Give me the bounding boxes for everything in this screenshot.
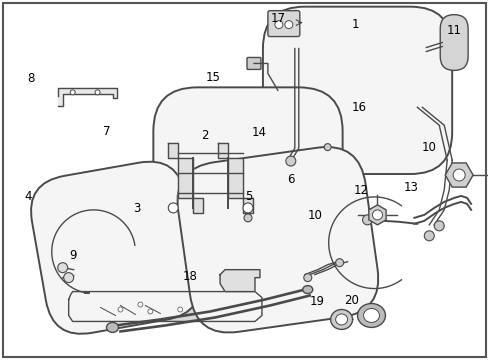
Circle shape	[178, 307, 183, 312]
Text: 18: 18	[182, 270, 197, 283]
FancyBboxPatch shape	[439, 15, 467, 71]
Circle shape	[433, 221, 443, 231]
FancyBboxPatch shape	[263, 7, 451, 174]
Text: 3: 3	[132, 202, 140, 215]
Circle shape	[168, 203, 178, 213]
Ellipse shape	[335, 314, 347, 325]
Text: 5: 5	[244, 190, 252, 203]
Text: 8: 8	[27, 72, 35, 85]
Circle shape	[70, 90, 75, 95]
Text: 10: 10	[306, 209, 322, 222]
Circle shape	[147, 309, 153, 314]
Circle shape	[452, 169, 464, 181]
Text: 9: 9	[69, 249, 77, 262]
Ellipse shape	[106, 323, 118, 332]
Polygon shape	[168, 143, 203, 213]
Polygon shape	[368, 205, 386, 225]
Text: 19: 19	[309, 296, 325, 309]
Text: 12: 12	[353, 184, 368, 197]
Polygon shape	[58, 88, 117, 106]
Circle shape	[285, 21, 292, 28]
Circle shape	[58, 263, 67, 273]
Text: 20: 20	[344, 294, 358, 307]
Circle shape	[372, 210, 382, 220]
Circle shape	[285, 156, 295, 166]
FancyBboxPatch shape	[267, 11, 299, 37]
Text: 7: 7	[103, 125, 111, 138]
FancyBboxPatch shape	[31, 162, 200, 334]
Polygon shape	[444, 163, 472, 187]
Ellipse shape	[363, 309, 379, 323]
Circle shape	[274, 21, 282, 28]
Text: 11: 11	[446, 24, 461, 37]
Text: 4: 4	[24, 190, 31, 203]
Circle shape	[138, 302, 142, 307]
Circle shape	[303, 274, 311, 282]
Circle shape	[243, 203, 252, 213]
Text: 2: 2	[201, 129, 208, 142]
Polygon shape	[68, 292, 262, 321]
Ellipse shape	[330, 310, 352, 329]
Circle shape	[63, 273, 74, 283]
Text: 1: 1	[351, 18, 359, 31]
Polygon shape	[220, 270, 260, 292]
Text: 6: 6	[286, 173, 294, 186]
Text: 15: 15	[205, 71, 220, 84]
FancyBboxPatch shape	[177, 147, 378, 333]
Text: 14: 14	[251, 126, 266, 139]
Circle shape	[362, 215, 372, 225]
Text: 13: 13	[403, 181, 418, 194]
Text: 17: 17	[270, 12, 285, 25]
FancyBboxPatch shape	[246, 58, 261, 69]
Circle shape	[424, 231, 433, 241]
Ellipse shape	[357, 303, 385, 328]
Circle shape	[118, 307, 122, 312]
Ellipse shape	[302, 285, 312, 293]
Text: 16: 16	[351, 101, 366, 114]
Circle shape	[244, 214, 251, 222]
Polygon shape	[218, 143, 252, 213]
FancyBboxPatch shape	[153, 87, 342, 263]
Text: 10: 10	[421, 140, 436, 153]
Circle shape	[95, 90, 100, 95]
Circle shape	[335, 259, 343, 267]
Circle shape	[324, 144, 330, 150]
